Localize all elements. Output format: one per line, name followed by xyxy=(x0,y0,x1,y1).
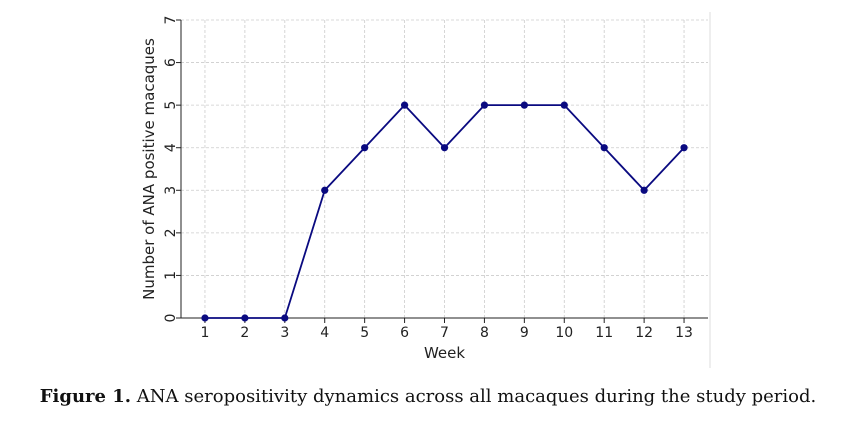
y-tick-label: 3 xyxy=(163,186,179,195)
x-tick-label: 10 xyxy=(555,325,573,341)
y-tick-label: 1 xyxy=(163,271,179,280)
x-tick-label: 7 xyxy=(440,325,449,341)
x-tick-label: 11 xyxy=(595,325,613,341)
x-tick-label: 13 xyxy=(675,325,693,341)
data-point xyxy=(361,144,369,152)
figure-caption: Figure 1. ANA seropositivity dynamics ac… xyxy=(0,386,856,407)
x-tick-label: 6 xyxy=(400,325,409,341)
y-tick-label: 5 xyxy=(163,101,179,110)
data-point xyxy=(560,101,568,109)
x-ticks: 1 2 3 4 5 6 7 8 9 10 11 12 13 xyxy=(200,318,693,341)
x-tick-label: 8 xyxy=(480,325,489,341)
data-point xyxy=(520,101,528,109)
data-point xyxy=(440,144,449,152)
data-point xyxy=(600,144,608,152)
data-point xyxy=(640,186,648,194)
y-tick-label: 7 xyxy=(163,16,179,25)
data-point xyxy=(400,101,409,109)
data-point xyxy=(680,144,688,152)
figure-caption-text: ANA seropositivity dynamics across all m… xyxy=(131,386,817,407)
axes xyxy=(180,12,711,368)
x-tick-label: 1 xyxy=(200,325,209,341)
series-group xyxy=(201,101,688,322)
y-axis-label: Number of ANA positive macaques xyxy=(140,38,158,300)
y-tick-label: 4 xyxy=(163,143,179,152)
data-point xyxy=(321,186,329,194)
grid xyxy=(181,19,708,319)
y-tick-label: 6 xyxy=(163,58,179,67)
x-tick-label: 12 xyxy=(635,325,653,341)
y-ticks: 0 1 2 3 4 5 6 7 xyxy=(163,16,181,323)
y-tick-label: 2 xyxy=(163,228,179,237)
y-tick-label: 0 xyxy=(163,314,179,323)
x-axis-label: Week xyxy=(424,344,465,362)
figure-caption-label: Figure 1. xyxy=(39,386,132,407)
x-tick-label: 5 xyxy=(360,325,369,341)
data-point xyxy=(241,314,249,322)
x-tick-label: 9 xyxy=(520,325,529,341)
x-tick-label: 3 xyxy=(280,325,289,341)
x-tick-label: 4 xyxy=(320,325,329,341)
data-point xyxy=(281,314,289,322)
data-point xyxy=(480,101,489,109)
x-tick-label: 2 xyxy=(240,325,249,341)
data-point xyxy=(201,314,209,322)
